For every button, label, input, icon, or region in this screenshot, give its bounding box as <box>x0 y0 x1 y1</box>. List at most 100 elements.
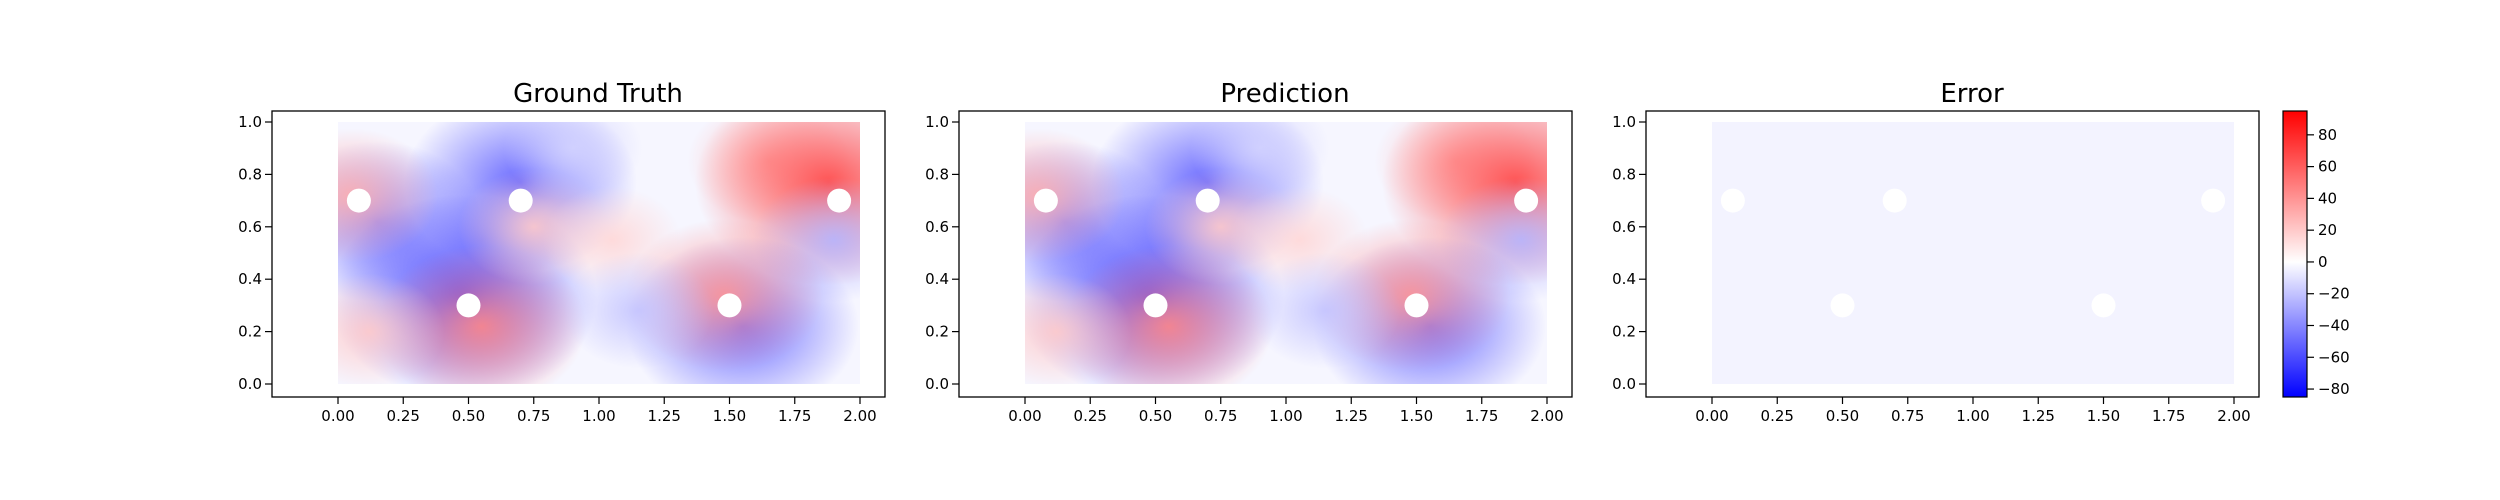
colorbar: 80 60 40 20 0 −20 −40 −60 −80 <box>2282 110 2350 398</box>
field-layer <box>338 122 860 384</box>
obstacle <box>1882 188 1907 213</box>
field-feature <box>1025 128 1126 263</box>
y-axis-ticks: 0.0 0.2 0.4 0.6 0.8 1.0 <box>925 113 959 393</box>
obstacle <box>508 188 533 213</box>
field-feature <box>1249 252 1401 369</box>
prediction-panel: Prediction 0.00 0.25 0.50 0.75 1.00 1.25 1.50 1… <box>925 79 1573 425</box>
colorbar-ticks: 80 60 40 20 0 −20 −40 −60 −80 <box>2307 126 2350 398</box>
y-axis-ticks: 0.0 0.2 0.4 0.6 0.8 1.0 <box>238 113 272 393</box>
axes-frame <box>958 110 1573 398</box>
obstacle <box>2201 188 2226 213</box>
obstacle <box>346 188 371 213</box>
y-axis-ticks: 0.0 0.2 0.4 0.6 0.8 1.0 <box>1612 113 1646 393</box>
x-tick-label: 1.00 <box>1269 407 1302 425</box>
field-feature <box>503 122 643 202</box>
x-tick-label: 2.00 <box>2217 407 2250 425</box>
y-tick-label: 0.8 <box>925 165 949 183</box>
x-tick-label: 1.25 <box>1335 407 1368 425</box>
x-tick-label: 0.50 <box>1139 407 1172 425</box>
x-tick-label: 0.25 <box>1761 407 1794 425</box>
x-axis-ticks: 0.00 0.25 0.50 0.75 1.00 1.25 1.50 1.75 2.00 <box>321 397 877 425</box>
x-tick-label: 1.00 <box>1956 407 1989 425</box>
x-tick-label: 0.25 <box>1074 407 1107 425</box>
obstacle <box>1195 188 1220 213</box>
colorbar-tick-label: 40 <box>2318 189 2337 207</box>
colorbar-tick-label: −20 <box>2318 285 2350 303</box>
obstacle <box>827 188 852 213</box>
panel-title: Ground Truth <box>513 79 683 109</box>
y-tick-label: 1.0 <box>925 113 949 131</box>
x-tick-label: 1.75 <box>2152 407 2185 425</box>
colorbar-tick-label: 60 <box>2318 158 2337 176</box>
obstacle <box>2091 293 2116 318</box>
y-tick-label: 0.4 <box>238 270 262 288</box>
x-tick-label: 1.50 <box>713 407 746 425</box>
ground-truth-panel: Ground Truth 0.00 0.25 0.50 0.75 1.00 1.25 1.5… <box>238 79 886 425</box>
x-axis-ticks: 0.00 0.25 0.50 0.75 1.00 1.25 1.50 1.75 2.00 <box>1008 397 1564 425</box>
obstacle <box>1143 293 1168 318</box>
y-tick-label: 0.6 <box>1612 218 1636 236</box>
colorbar-tick-label: −80 <box>2318 380 2350 398</box>
x-tick-label: 0.00 <box>1008 407 1041 425</box>
obstacle <box>456 293 481 318</box>
colorbar-gradient <box>2282 110 2308 398</box>
axes-frame <box>271 110 886 398</box>
y-tick-label: 0.8 <box>238 165 262 183</box>
x-tick-label: 1.00 <box>582 407 615 425</box>
field-layer <box>1712 122 2234 384</box>
x-tick-label: 1.75 <box>778 407 811 425</box>
x-tick-label: 0.50 <box>1826 407 1859 425</box>
x-tick-label: 0.75 <box>1204 407 1237 425</box>
x-tick-label: 1.50 <box>2087 407 2120 425</box>
panel-title: Error <box>1940 79 2004 109</box>
y-tick-label: 0.4 <box>1612 270 1636 288</box>
x-tick-label: 1.25 <box>2022 407 2055 425</box>
field-feature <box>338 273 445 384</box>
colorbar-tick-label: 20 <box>2318 221 2337 239</box>
y-tick-label: 0.8 <box>1612 165 1636 183</box>
x-tick-label: 1.75 <box>1465 407 1498 425</box>
obstacle <box>1830 293 1855 318</box>
y-tick-label: 0.4 <box>925 270 949 288</box>
x-axis-ticks: 0.00 0.25 0.50 0.75 1.00 1.25 1.50 1.75 2.00 <box>1695 397 2251 425</box>
obstacle <box>1033 188 1058 213</box>
y-tick-label: 0.0 <box>1612 375 1636 393</box>
y-tick-label: 0.2 <box>1612 323 1636 341</box>
colorbar-tick-label: 80 <box>2318 126 2337 144</box>
y-tick-label: 1.0 <box>238 113 262 131</box>
y-tick-label: 0.0 <box>238 375 262 393</box>
x-tick-label: 2.00 <box>1530 407 1563 425</box>
field-feature <box>1190 122 1330 202</box>
obstacle <box>717 293 742 318</box>
colorbar-tick-label: 0 <box>2318 253 2328 271</box>
y-tick-label: 0.6 <box>238 218 262 236</box>
x-tick-label: 1.50 <box>1400 407 1433 425</box>
colorbar-tick-label: −60 <box>2318 348 2350 366</box>
field-feature <box>338 128 439 263</box>
obstacle <box>1514 188 1539 213</box>
x-tick-label: 0.50 <box>452 407 485 425</box>
x-tick-label: 0.25 <box>387 407 420 425</box>
field-layer <box>1025 122 1547 384</box>
x-tick-label: 1.25 <box>648 407 681 425</box>
error-panel: Error 0.00 0.25 0.50 0.75 1.00 1.25 1.50 1.75 2.… <box>1612 79 2260 425</box>
field-feature <box>562 252 714 369</box>
x-tick-label: 0.75 <box>517 407 550 425</box>
x-tick-label: 2.00 <box>843 407 876 425</box>
x-tick-label: 0.75 <box>1891 407 1924 425</box>
field-background <box>1712 122 2234 384</box>
y-tick-label: 1.0 <box>1612 113 1636 131</box>
axes-frame <box>1645 110 2260 398</box>
x-tick-label: 0.00 <box>321 407 354 425</box>
panel-title: Prediction <box>1220 79 1349 109</box>
field-feature <box>1025 273 1132 384</box>
colorbar-tick-label: −40 <box>2318 317 2350 335</box>
y-tick-label: 0.2 <box>238 323 262 341</box>
x-tick-label: 0.00 <box>1695 407 1728 425</box>
y-tick-label: 0.0 <box>925 375 949 393</box>
obstacle <box>1404 293 1429 318</box>
y-tick-label: 0.2 <box>925 323 949 341</box>
obstacle <box>1720 188 1745 213</box>
y-tick-label: 0.6 <box>925 218 949 236</box>
